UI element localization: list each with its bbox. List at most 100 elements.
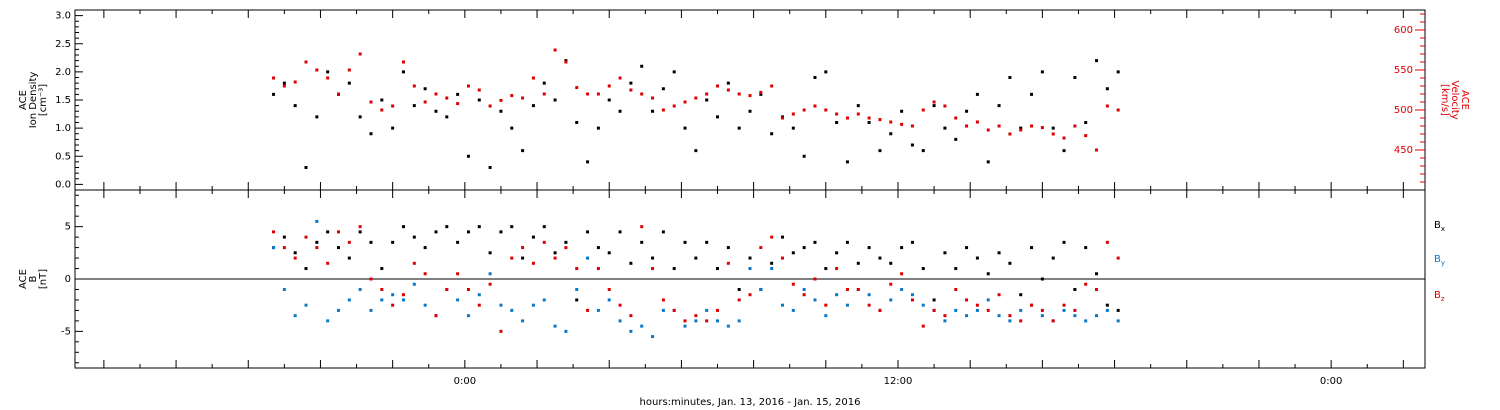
time-axis-label: hours:minutes, Jan. 13, 2016 - Jan. 15, … [640,397,861,408]
velocity-point [1095,148,1099,152]
bx-point [1040,277,1044,281]
bz-point [596,267,600,271]
velocity-point [272,76,276,80]
bz-point [575,267,579,271]
density-point [640,64,644,68]
bx-point [770,261,774,265]
by-point [629,329,633,333]
by-point [986,298,990,302]
velocity-point [434,92,438,96]
density-point [391,126,395,130]
density-point [921,149,925,153]
b-tick-label: 0 [65,274,71,285]
bx-point [347,256,351,260]
bx-point [921,267,925,271]
bx-point [445,225,449,229]
bx-point [780,235,784,239]
density-point [824,70,828,74]
density-point [412,104,416,108]
by-point [391,293,395,297]
bx-point [954,267,958,271]
density-point [802,154,806,158]
by-point [542,298,546,302]
legend-label: B [1434,220,1441,231]
bz-point [618,303,622,307]
velocity-point [380,108,384,112]
density-point [596,126,600,130]
density-point [889,132,893,136]
density-point [672,70,676,74]
density-point [380,98,384,102]
bz-point [1084,282,1088,286]
bz-point [293,256,297,260]
density-point [358,115,362,119]
velocity-point [705,92,709,96]
axis-label-line: ACE [18,90,29,110]
bx-point [542,225,546,229]
bx-point [791,251,795,255]
bx-point [845,240,849,244]
density-point [954,137,958,141]
density-tick-label: 0.0 [55,179,71,190]
time-tick-label: 0:00 [454,376,476,387]
axis-label-line: Velocity [1449,80,1460,119]
bx-point [315,240,319,244]
bz-point [401,293,405,297]
plasma-panel-frame [74,9,1426,191]
by-point [824,314,828,318]
bx-point [434,230,438,234]
bx-point [629,261,633,265]
bx-point [726,246,730,250]
density-point [347,81,351,85]
by-point [845,303,849,307]
legend-label: B [1434,254,1441,265]
density-point [1019,126,1023,130]
bx-point [1084,246,1088,250]
bx-point [369,240,373,244]
by-point [748,267,752,271]
velocity-point [802,108,806,112]
legend-label: B [1434,290,1441,301]
velocity-point [499,98,503,102]
bx-point [1116,308,1120,312]
velocity-tick-label: 600 [1394,25,1413,36]
velocity-point [1051,132,1055,136]
axis-label-line: B [28,275,39,282]
by-point [780,303,784,307]
density-axis-ticks: 0.0 0.5 1.0 1.5 2.0 2.5 3.0 [55,11,83,190]
by-point [575,287,579,291]
bz-point [1019,319,1023,323]
by-point [347,298,351,302]
b-axis-ticks: -5 0 5 [61,194,83,364]
velocity-point [759,90,763,94]
velocity-point [575,86,579,90]
bx-point [683,240,687,244]
bx-point [737,287,741,291]
density-point [943,126,947,130]
velocity-point [510,94,514,98]
velocity-point [835,112,839,116]
by-point [466,314,470,318]
bx-point [510,225,514,229]
by-point [921,303,925,307]
plasma-data-points [272,48,1120,169]
bx-point [1051,256,1055,260]
velocity-point [921,108,925,112]
by-point [531,303,535,307]
bz-point [878,308,882,312]
velocity-point [791,112,795,116]
bx-point [456,240,460,244]
by-point [1062,308,1066,312]
velocity-point [997,124,1001,128]
bz-point [759,246,763,250]
bz-point [726,261,730,265]
density-point [813,76,817,79]
bx-point [1105,303,1109,307]
by-point [499,303,503,307]
velocity-point [813,104,817,108]
by-point [759,287,763,291]
density-tick-label: 1.5 [55,95,71,106]
bx-point [607,251,611,255]
